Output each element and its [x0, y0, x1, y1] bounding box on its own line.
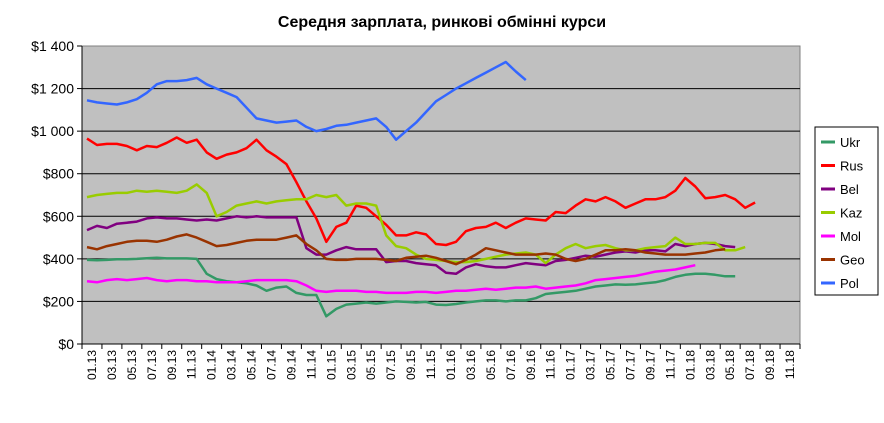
- y-tick-label: $0: [58, 336, 74, 352]
- series-line-ukr: [86, 256, 736, 318]
- x-tick-label: 07.16: [504, 350, 518, 380]
- x-tick-label: 11.16: [544, 350, 558, 379]
- x-tick-label: 09.13: [165, 350, 179, 380]
- legend-label-kaz: Kaz: [840, 206, 862, 221]
- series-line-geo: [86, 233, 726, 266]
- x-tick-label: 03.16: [464, 350, 478, 380]
- legend-label-geo: Geo: [840, 253, 865, 268]
- x-tick-label: 01.16: [444, 350, 458, 380]
- x-tick-label: 01.15: [324, 350, 338, 380]
- x-tick-label: 07.17: [623, 350, 637, 380]
- x-tick-label: 09.14: [284, 350, 298, 380]
- x-tick-label: 01.17: [564, 350, 578, 380]
- series-line-rus: [86, 136, 756, 247]
- x-tick-label: 09.16: [524, 350, 538, 380]
- x-tick-label: 07.15: [384, 350, 398, 380]
- x-tick-label: 05.15: [364, 350, 378, 380]
- x-tick-label: 09.18: [763, 350, 777, 380]
- y-tick-label: $400: [43, 251, 74, 267]
- y-tick-label: $1 000: [31, 123, 74, 139]
- series-lines: [86, 60, 756, 318]
- legend-label-rus: Rus: [840, 159, 864, 174]
- x-tick-label: 09.15: [404, 350, 418, 380]
- x-tick-label: 03.14: [225, 350, 239, 380]
- x-tick-label: 07.14: [264, 350, 278, 380]
- x-tick-label: 07.18: [743, 350, 757, 380]
- x-tick-label: 05.14: [245, 350, 259, 380]
- x-tick-label: 11.18: [783, 350, 797, 379]
- x-tick-label: 05.13: [125, 350, 139, 380]
- legend-label-bel: Bel: [840, 182, 859, 197]
- y-tick-label: $1 200: [31, 81, 74, 97]
- x-tick-label: 01.18: [683, 350, 697, 380]
- x-tick-label: 09.17: [643, 350, 657, 380]
- chart-title: Середня зарплата, ринкові обмінні курси: [278, 14, 606, 31]
- x-tick-label: 03.15: [344, 350, 358, 380]
- x-tick-label: 03.13: [105, 350, 119, 380]
- series-line-bel: [86, 215, 736, 276]
- grid-lines: [82, 88, 800, 302]
- x-tick-label: 01.13: [85, 350, 99, 380]
- x-tick-label: 03.18: [703, 350, 717, 380]
- x-tick-label: 01.14: [205, 350, 219, 380]
- x-tick-label: 05.18: [723, 350, 737, 380]
- x-tick-label: 03.17: [584, 350, 598, 380]
- y-tick-label: $600: [43, 208, 74, 224]
- legend-label-mol: Mol: [840, 229, 861, 244]
- x-tick-label: 11.17: [663, 350, 677, 379]
- x-tick-label: 05.16: [484, 350, 498, 380]
- series-line-mol: [86, 263, 696, 295]
- x-tick-label: 07.13: [145, 350, 159, 380]
- x-tick-label: 11.15: [424, 350, 438, 379]
- legend-label-ukr: Ukr: [840, 135, 861, 150]
- legend-label-pol: Pol: [840, 276, 859, 291]
- y-axis: $0 $200 $400 $600 $800 $1 000 $1 200 $1 400: [31, 38, 83, 352]
- legend: Ukr Rus Bel Kaz Mol Geo Pol: [814, 126, 879, 296]
- y-tick-label: $200: [43, 293, 74, 309]
- y-tick-label: $1 400: [31, 38, 74, 54]
- y-tick-label: $800: [43, 166, 74, 182]
- x-tick-label: 05.17: [604, 350, 618, 380]
- x-axis: 01.13 03.13 05.13 07.13 09.13 11.13 01.14 03.14…: [81, 343, 801, 380]
- plot-area: [81, 45, 801, 345]
- x-tick-label: 11.14: [304, 350, 318, 379]
- x-tick-label: 11.13: [185, 350, 199, 379]
- series-line-pol: [86, 60, 527, 141]
